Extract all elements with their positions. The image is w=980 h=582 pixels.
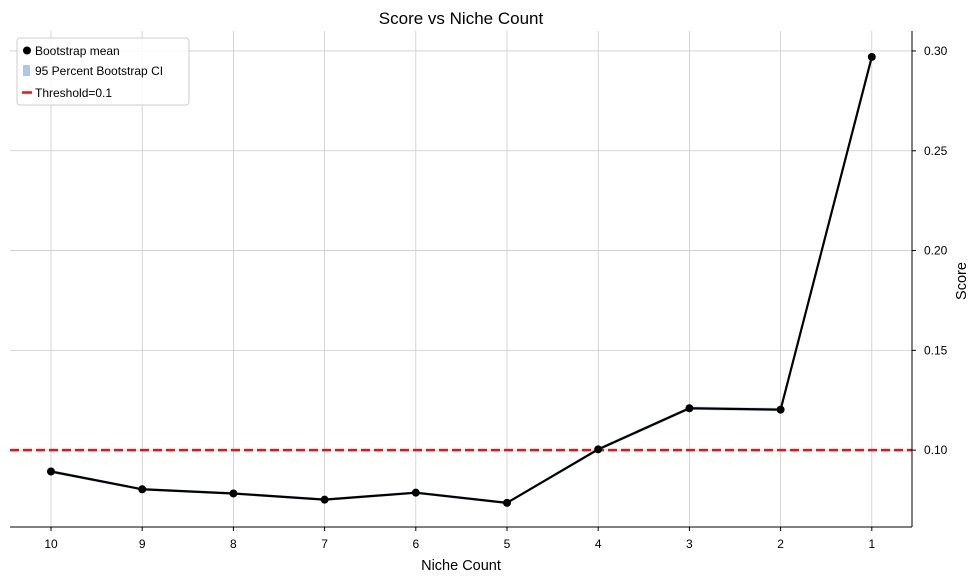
x-tick-label: 8 <box>230 537 237 551</box>
ci-band <box>51 55 872 505</box>
legend-mean-label: Bootstrap mean <box>35 44 120 58</box>
data-point <box>594 445 603 454</box>
data-point <box>320 495 329 504</box>
legend-ci-swatch <box>23 65 30 76</box>
y-tick-label: 0.15 <box>924 343 948 357</box>
data-point <box>47 467 55 476</box>
axes <box>10 31 913 528</box>
chart-title: Score vs Niche Count <box>379 9 544 28</box>
x-axis-title: Niche Count <box>421 558 501 574</box>
x-tick-label: 1 <box>868 537 875 551</box>
y-ticks: 0.10 0.15 0.20 0.25 0.30 <box>912 44 948 457</box>
x-ticks: 10 9 8 7 6 5 4 3 2 1 <box>44 527 875 551</box>
legend-threshold-label: Threshold=0.1 <box>35 86 112 100</box>
y-axis-title: Score <box>954 262 970 300</box>
y-tick-label: 0.20 <box>924 244 948 258</box>
series-layer <box>47 52 876 507</box>
data-point <box>229 489 238 498</box>
data-point <box>867 52 876 61</box>
ci-band-area <box>51 55 872 505</box>
data-point <box>685 404 694 413</box>
bootstrap-mean-line <box>50 56 873 504</box>
x-tick-label: 3 <box>686 537 693 551</box>
x-tick-label: 9 <box>139 537 146 551</box>
x-tick-label: 2 <box>777 537 784 551</box>
legend-frame <box>16 37 190 106</box>
y-tick-label: 0.10 <box>924 443 948 457</box>
legend-ci-label: 95 Percent Bootstrap CI <box>35 64 163 78</box>
y-tick-label: 0.30 <box>924 44 948 58</box>
x-tick-label: 4 <box>595 537 602 551</box>
legend: Bootstrap mean 95 Percent Bootstrap CI T… <box>16 37 190 106</box>
data-point <box>138 485 147 494</box>
x-tick-label: 7 <box>321 537 328 551</box>
data-point <box>503 498 511 507</box>
data-point <box>411 488 420 497</box>
data-point <box>776 405 785 414</box>
legend-mean-marker <box>23 46 31 55</box>
x-tick-label: 6 <box>412 537 419 551</box>
x-tick-label: 10 <box>44 537 58 551</box>
x-tick-label: 5 <box>504 537 511 551</box>
y-tick-label: 0.25 <box>924 144 948 158</box>
